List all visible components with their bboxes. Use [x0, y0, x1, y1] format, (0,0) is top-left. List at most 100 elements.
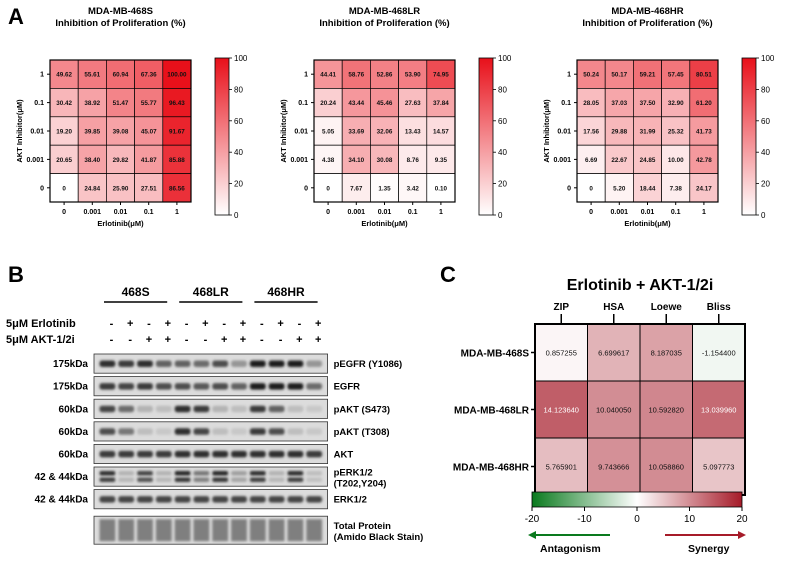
blot-band: [99, 383, 116, 390]
blot-band: [118, 360, 135, 367]
synergy-col-label: HSA: [603, 302, 624, 313]
heatmap-cell-label: 45.07: [141, 129, 157, 136]
y-tick-label: 0.01: [30, 129, 44, 136]
heatmap-cell-label: 38.92: [84, 100, 100, 107]
heatmap-cell-label: 10.00: [668, 157, 684, 164]
x-axis-label: Erlotinib(μM): [361, 219, 408, 228]
blot-band: [99, 405, 116, 413]
colorbar: [478, 57, 494, 216]
synergy-cell-label: 8.187035: [651, 349, 682, 358]
blot-band: [212, 450, 229, 458]
blot-band: [155, 450, 172, 458]
heatmap-cell-label: 20.65: [56, 157, 72, 164]
treatment-sign: -: [222, 318, 226, 330]
antagonism-label: Antagonism: [540, 543, 601, 555]
heatmap-cell-label: 5.20: [613, 185, 626, 192]
heatmap-cell: [576, 88, 606, 118]
treatment-sign: -: [147, 318, 151, 330]
blot-kda-label: 60kDa: [59, 450, 89, 461]
synergy-cell-label: 5.097773: [703, 463, 734, 472]
blot-group-label: 468S: [122, 285, 150, 299]
y-tick-label: 1: [304, 72, 308, 79]
heatmap-cell: [661, 173, 691, 203]
heatmap-cell-label: 5.05: [322, 129, 335, 136]
treatment-sign: -: [110, 318, 114, 330]
heatmap-cell: [77, 59, 107, 89]
blot-band: [174, 405, 191, 413]
treatment-sign: -: [279, 334, 283, 346]
heatmap-cell-label: 22.67: [611, 157, 627, 164]
treatment-sign: -: [260, 318, 264, 330]
blot-band: [137, 519, 153, 542]
heatmap-cell: [398, 144, 428, 174]
blot-band: [268, 477, 285, 482]
heatmap-cell: [398, 173, 428, 203]
synergy-cell-label: 9.743666: [598, 463, 629, 472]
blot-band: [193, 428, 210, 435]
heatmap-cell-label: 53.90: [405, 72, 421, 79]
blot-band: [193, 383, 210, 390]
blot-protein-label: pEGFR (Y1086): [334, 359, 403, 370]
synergy-cell: [692, 323, 746, 382]
x-tick-label: 1: [439, 209, 443, 216]
y-axis-label: AKT Inhibitor(μM): [15, 99, 24, 163]
blot-kda-label: 42 & 44kDa: [35, 495, 89, 506]
blot-band: [249, 477, 266, 482]
heatmap-cell-label: 0: [589, 185, 593, 192]
heatmap-cell: [162, 88, 192, 118]
blot-band: [306, 450, 323, 458]
heatmap-cell-label: 60.94: [113, 72, 129, 79]
x-tick-label: 0.01: [114, 209, 128, 216]
synergy-title: Erlotinib + AKT-1/2i: [567, 277, 714, 294]
blot-band: [174, 519, 191, 542]
y-tick-label: 0.001: [26, 157, 44, 164]
heatmap-panels: MDA-MB-468S Inhibition of Proliferation (…: [15, 6, 775, 228]
synergy-cell-label: 10.040050: [596, 406, 631, 415]
colorbar-tick-label: 20: [234, 180, 243, 189]
heatmap-title: MDA-MB-468S: [88, 6, 153, 17]
blot-protein-label-2: (T202,Y204): [334, 479, 387, 490]
blot-band: [193, 450, 210, 458]
blot-band: [231, 383, 247, 390]
synergy-colorbar-tick-label: 10: [684, 514, 696, 525]
heatmap-subtitle: Inhibition of Proliferation (%): [319, 18, 449, 29]
treatment-sign: +: [146, 334, 152, 346]
heatmap-cell: [661, 144, 691, 174]
blot-row: Total Protein(Amido Black Stain): [93, 515, 423, 545]
heatmap-cell-label: 41.87: [141, 157, 157, 164]
blot-band: [174, 471, 191, 476]
blot-band: [306, 383, 323, 390]
blot-band: [193, 477, 210, 482]
colorbar-tick-label: 60: [761, 117, 770, 126]
heatmap-cell-label: 85.88: [169, 157, 185, 164]
blot-strip: [93, 421, 329, 442]
blot-band: [174, 360, 191, 367]
blot-band: [306, 428, 323, 435]
colorbar-tick-label: 20: [761, 180, 770, 189]
blot-band: [306, 405, 323, 413]
heatmap-cell-label: 37.03: [611, 100, 627, 107]
treatment-sign: +: [277, 318, 283, 330]
heatmap-cell: [633, 59, 662, 89]
treatment-label: 5μM AKT-1/2i: [6, 334, 75, 346]
x-tick-label: 0.1: [144, 209, 154, 216]
blot-group-label: 468HR: [267, 285, 305, 299]
colorbar-tick-label: 40: [234, 148, 243, 157]
heatmap-cell: [341, 173, 371, 203]
heatmap-cell-label: 7.67: [350, 185, 363, 192]
blot-band: [118, 471, 135, 476]
heatmap-cell: [661, 88, 691, 118]
colorbar: [214, 57, 230, 216]
heatmap-cell-label: 8.76: [407, 157, 420, 164]
synergy-label: Synergy: [688, 543, 730, 555]
y-tick-label: 0: [567, 185, 571, 192]
synergy-cell-label: 10.592820: [649, 406, 684, 415]
blot-band: [287, 519, 304, 542]
blot-band: [137, 496, 153, 503]
treatment-sign: +: [296, 334, 302, 346]
blot-band: [118, 496, 135, 503]
blot-protein-label: pAKT (T308): [334, 427, 390, 438]
synergy-cell: [534, 380, 588, 439]
heatmap-cell-label: 55.77: [141, 100, 157, 107]
